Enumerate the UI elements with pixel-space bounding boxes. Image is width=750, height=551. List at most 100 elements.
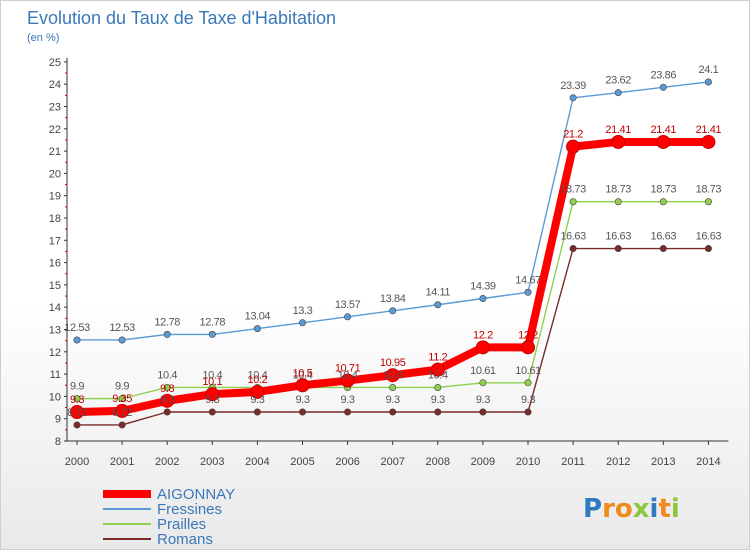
data-point	[205, 387, 220, 402]
data-point	[614, 245, 622, 253]
data-point	[253, 408, 261, 416]
data-point	[340, 373, 355, 388]
data-label: 9.3	[70, 394, 84, 406]
data-point	[701, 134, 716, 149]
data-label: 10.4	[247, 369, 267, 381]
data-point	[656, 134, 671, 149]
data-label: 16.63	[605, 231, 631, 243]
data-label: 13.57	[335, 299, 361, 311]
chart-title: Evolution du Taux de Taxe d'Habitation	[27, 8, 336, 28]
data-point	[569, 94, 577, 102]
data-label: 12.2	[518, 329, 538, 341]
data-point	[524, 288, 532, 296]
data-point	[389, 383, 397, 391]
data-point	[163, 408, 171, 416]
data-label: 24.1	[698, 64, 718, 76]
data-point	[389, 307, 397, 315]
data-label: 18.73	[696, 184, 722, 196]
data-label: 9.3	[250, 394, 264, 406]
data-point	[118, 336, 126, 344]
data-label: 12.78	[200, 316, 226, 328]
data-label: 12.53	[64, 322, 90, 334]
y-tick-label: 23	[49, 102, 61, 114]
data-label: 10.61	[515, 365, 541, 377]
data-point	[434, 301, 442, 309]
data-labels-layer: 12.53 12.53 12.78 12.78 13.04 13.3 13.57 13.84 1…	[64, 64, 722, 419]
data-point	[704, 78, 712, 86]
data-label: 12.2	[473, 329, 493, 341]
data-label: 10.71	[335, 363, 361, 375]
logo-letter: P	[583, 494, 602, 524]
chart-axes: 8 9 10 11 12 13 14 15 16 17 18 19 20 21 22 23 24 25 2000 20…	[49, 57, 729, 468]
data-label: 16.63	[651, 231, 677, 243]
y-tick-label: 12	[49, 347, 61, 359]
data-point	[434, 408, 442, 416]
data-point	[611, 134, 626, 149]
logo-letter: i	[650, 494, 659, 524]
data-point	[295, 378, 310, 393]
x-tick-label: 2001	[110, 456, 134, 468]
data-label: 14.67	[515, 274, 541, 286]
data-label: 13.04	[245, 311, 271, 323]
data-label: 10.5	[293, 367, 313, 379]
data-label: 11.2	[428, 352, 447, 364]
data-label: 21.2	[563, 129, 583, 141]
data-label: 18.73	[560, 184, 586, 196]
y-tick-label: 10	[49, 391, 61, 403]
data-label: 21.41	[696, 124, 722, 136]
data-label: 10.4	[428, 369, 448, 381]
legend-label-romans: Romans	[157, 531, 213, 548]
y-tick-label: 18	[49, 213, 61, 225]
data-label: 8.72	[112, 407, 132, 419]
data-label: 9.35	[112, 393, 132, 405]
data-point	[479, 295, 487, 303]
logo-letter: i	[671, 494, 680, 524]
legend-label-aigonnay: AIGONNAY	[157, 486, 235, 503]
data-point	[659, 245, 667, 253]
data-point	[208, 408, 216, 416]
data-label: 13.3	[293, 305, 313, 317]
logo-letter: r	[602, 494, 615, 524]
data-label: 16.63	[560, 231, 586, 243]
data-point	[659, 198, 667, 206]
data-point	[344, 313, 352, 321]
data-point	[524, 379, 532, 387]
data-point	[704, 245, 712, 253]
data-label: 8.72	[67, 407, 87, 419]
data-point	[385, 368, 400, 383]
data-point	[434, 383, 442, 391]
y-tick-label: 9	[55, 414, 61, 426]
data-point	[115, 403, 130, 418]
data-point	[614, 198, 622, 206]
data-point	[569, 245, 577, 253]
data-label: 21.41	[605, 124, 631, 136]
data-label: 10.4	[293, 369, 313, 381]
data-label: 10.4	[157, 369, 177, 381]
data-label: 10.1	[202, 376, 222, 388]
series-layer	[70, 78, 716, 429]
data-point	[659, 83, 667, 91]
y-tick-label: 17	[49, 235, 61, 247]
x-tick-label: 2013	[651, 456, 675, 468]
x-tick-label: 2002	[155, 456, 179, 468]
logo-letter: t	[658, 494, 670, 524]
data-point	[163, 383, 171, 391]
data-point	[614, 89, 622, 97]
data-label: 9.3	[386, 394, 400, 406]
data-point	[73, 421, 81, 429]
data-label: 9.3	[521, 394, 535, 406]
data-label: 10.4	[383, 369, 403, 381]
y-tick-label: 8	[55, 436, 61, 448]
x-tick-label: 2012	[606, 456, 630, 468]
data-point	[344, 408, 352, 416]
data-point	[163, 330, 171, 338]
y-tick-label: 21	[49, 146, 61, 158]
data-point	[479, 408, 487, 416]
x-tick-label: 2004	[245, 456, 269, 468]
data-point	[118, 421, 126, 429]
x-tick-label: 2007	[380, 456, 404, 468]
data-point	[73, 395, 81, 403]
y-tick-label: 20	[49, 168, 61, 180]
